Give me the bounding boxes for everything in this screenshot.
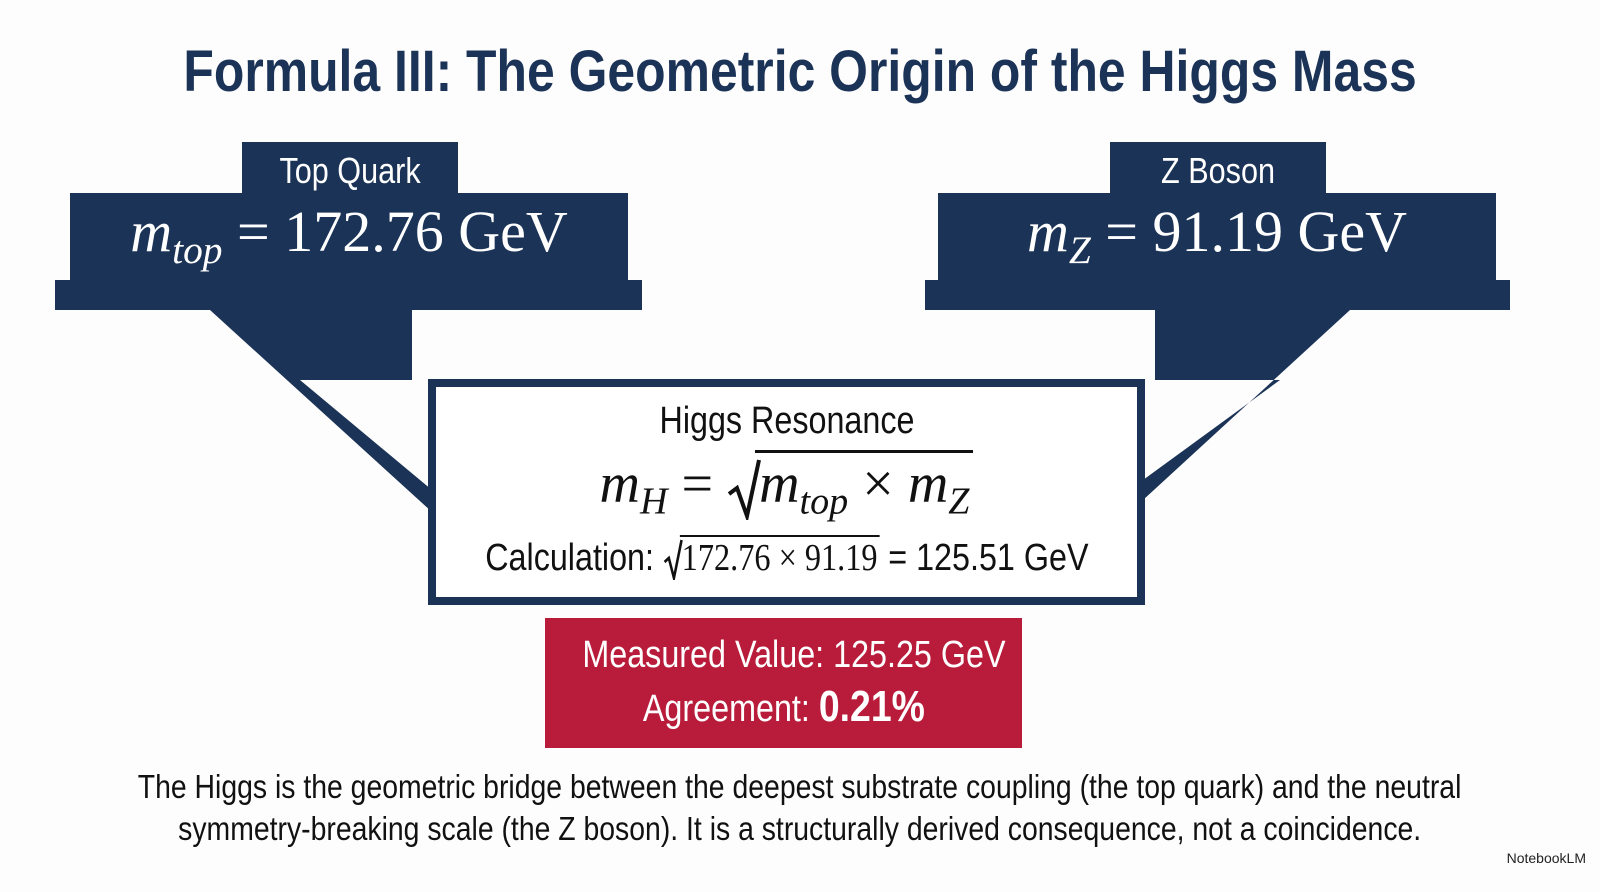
- equals: =: [681, 453, 714, 515]
- subscript: H: [640, 480, 668, 523]
- title-text: Formula III: The Geometric Origin of the…: [183, 39, 1417, 104]
- result-label-text: Higgs Resonance: [659, 400, 914, 442]
- agreement: Agreement: 0.21%: [545, 682, 1022, 732]
- value: 172.76 GeV: [284, 199, 568, 264]
- top-quark-panel: [55, 142, 642, 512]
- calculation-line: Calculation: 172.76 × 91.19 = 125.51 GeV: [485, 535, 1089, 584]
- equals: =: [237, 199, 270, 264]
- operand: 172.76: [681, 537, 771, 579]
- symbol: m: [759, 453, 800, 515]
- input-label-text: Top Quark: [279, 150, 421, 191]
- watermark-text: NotebookLM: [1506, 850, 1586, 866]
- agreement-label: Agreement:: [642, 688, 810, 730]
- symbol: m: [1026, 199, 1069, 264]
- times: ×: [862, 453, 894, 515]
- agreement-line: Agreement: 0.21%: [642, 682, 924, 732]
- radical: [663, 539, 683, 584]
- calculation-label: Calculation:: [485, 537, 655, 579]
- symbol: m: [907, 453, 949, 515]
- watermark: NotebookLM: [1507, 850, 1586, 866]
- times: ×: [778, 537, 797, 579]
- equals: =: [888, 537, 908, 579]
- input-formula: mZ = 91.19 GeV: [938, 198, 1496, 273]
- measured-value: Measured Value: 125.25 GeV: [545, 634, 1022, 677]
- subscript: Z: [948, 480, 970, 523]
- subscript: top: [172, 227, 223, 272]
- caption-text: symmetry-breaking scale (the Z boson). I…: [178, 810, 1422, 847]
- result-label: Higgs Resonance: [432, 400, 1141, 443]
- radicand: mtop × mZ: [755, 450, 974, 522]
- radicand: 172.76 × 91.19: [679, 535, 880, 579]
- input-label: Top Quark: [242, 150, 458, 192]
- symbol: m: [599, 453, 640, 515]
- caption-line: The Higgs is the geometric bridge betwee…: [0, 768, 1600, 806]
- result-formula: mH = mtop × mZ: [432, 450, 1141, 524]
- caption-line: symmetry-breaking scale (the Z boson). I…: [0, 810, 1600, 848]
- operand: 91.19: [804, 537, 878, 579]
- caption-text: The Higgs is the geometric bridge betwee…: [138, 768, 1462, 805]
- measurement-box: [545, 618, 1022, 748]
- radical: [727, 459, 762, 524]
- equals: =: [1105, 199, 1139, 264]
- subscript: Z: [1068, 227, 1091, 272]
- calculation: Calculation: 172.76 × 91.19 = 125.51 GeV: [432, 535, 1141, 584]
- calculation-result: 125.51 GeV: [916, 537, 1089, 579]
- input-label: Z Boson: [1110, 150, 1326, 192]
- value: 91.19 GeV: [1152, 199, 1408, 264]
- z-boson-panel: [925, 142, 1510, 500]
- measured-text: Measured Value: 125.25 GeV: [582, 634, 1006, 676]
- agreement-value: 0.21%: [818, 682, 925, 731]
- title: Formula III: The Geometric Origin of the…: [0, 38, 1600, 105]
- subscript: top: [799, 480, 849, 523]
- higgs-box: [428, 379, 1145, 605]
- input-formula: mtop = 172.76 GeV: [70, 198, 628, 273]
- symbol: m: [130, 199, 173, 264]
- input-label-text: Z Boson: [1161, 150, 1275, 191]
